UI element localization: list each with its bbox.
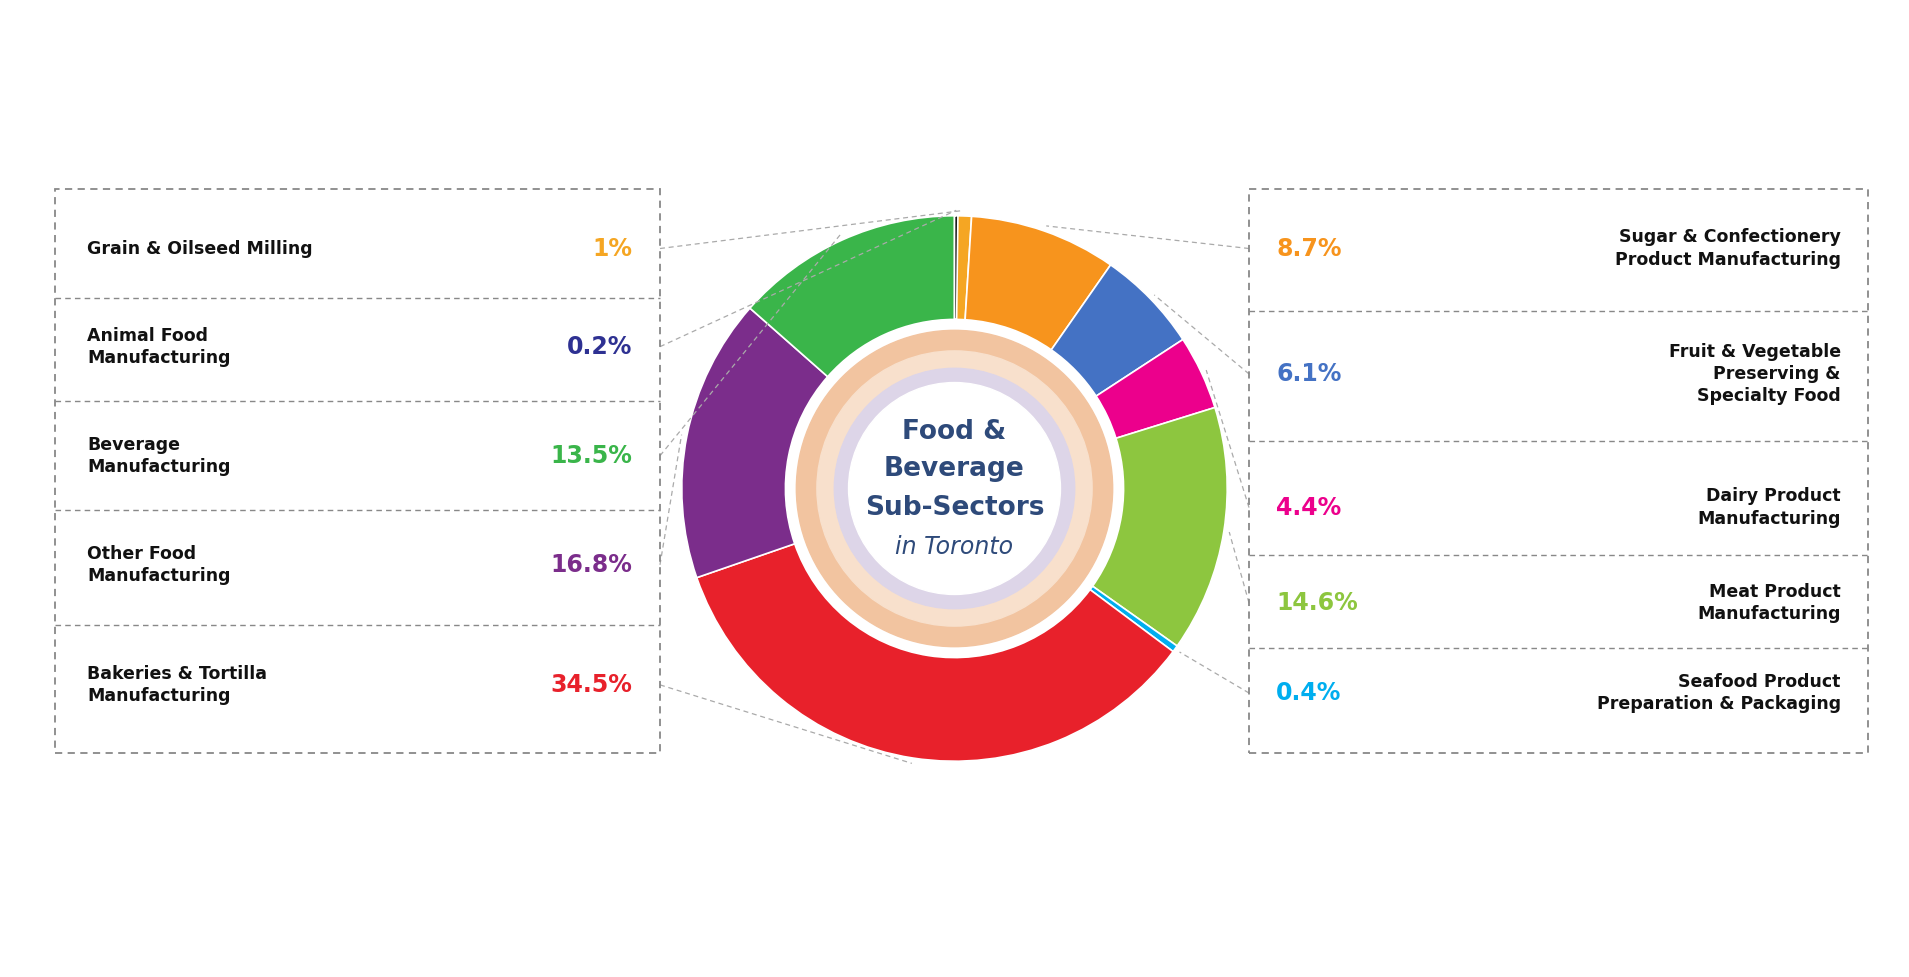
Text: Animal Food
Manufacturing: Animal Food Manufacturing	[88, 326, 231, 366]
Text: Fruit & Vegetable
Preserving &
Specialty Food: Fruit & Vegetable Preserving & Specialty…	[1668, 343, 1840, 405]
Wedge shape	[682, 308, 829, 577]
Text: Beverage
Manufacturing: Beverage Manufacturing	[88, 436, 231, 476]
Text: Dairy Product
Manufacturing: Dairy Product Manufacturing	[1697, 488, 1840, 528]
Text: 0.4%: 0.4%	[1277, 681, 1342, 705]
Text: Beverage: Beverage	[884, 456, 1025, 482]
Text: Food &: Food &	[903, 419, 1006, 445]
Circle shape	[834, 368, 1075, 609]
Circle shape	[817, 351, 1092, 626]
Wedge shape	[966, 216, 1111, 350]
Text: Sub-Sectors: Sub-Sectors	[865, 495, 1044, 521]
Wedge shape	[954, 216, 972, 319]
Wedge shape	[1090, 586, 1178, 652]
Text: Meat Product
Manufacturing: Meat Product Manufacturing	[1697, 583, 1840, 623]
Wedge shape	[954, 216, 958, 319]
Circle shape	[796, 330, 1113, 647]
Text: 1%: 1%	[592, 236, 632, 261]
Text: Bakeries & Tortilla
Manufacturing: Bakeries & Tortilla Manufacturing	[88, 664, 267, 705]
Text: 8.7%: 8.7%	[1277, 236, 1342, 261]
Text: 16.8%: 16.8%	[552, 553, 632, 576]
Text: 0.2%: 0.2%	[567, 335, 632, 359]
Wedge shape	[1092, 407, 1227, 646]
Text: 13.5%: 13.5%	[552, 444, 632, 468]
Text: 4.4%: 4.4%	[1277, 495, 1342, 520]
Text: 14.6%: 14.6%	[1277, 591, 1357, 616]
Circle shape	[848, 383, 1061, 594]
Text: in Toronto: in Toronto	[895, 535, 1014, 559]
Text: Seafood Product
Preparation & Packaging: Seafood Product Preparation & Packaging	[1596, 673, 1840, 713]
Text: Other Food
Manufacturing: Other Food Manufacturing	[88, 545, 231, 585]
Text: Grain & Oilseed Milling: Grain & Oilseed Milling	[88, 239, 313, 258]
Wedge shape	[750, 216, 954, 377]
Text: 34.5%: 34.5%	[552, 673, 632, 697]
Wedge shape	[1052, 265, 1184, 396]
Wedge shape	[697, 544, 1174, 761]
Text: 6.1%: 6.1%	[1277, 361, 1342, 386]
Wedge shape	[1096, 339, 1214, 439]
Text: Sugar & Confectionery
Product Manufacturing: Sugar & Confectionery Product Manufactur…	[1615, 229, 1840, 269]
